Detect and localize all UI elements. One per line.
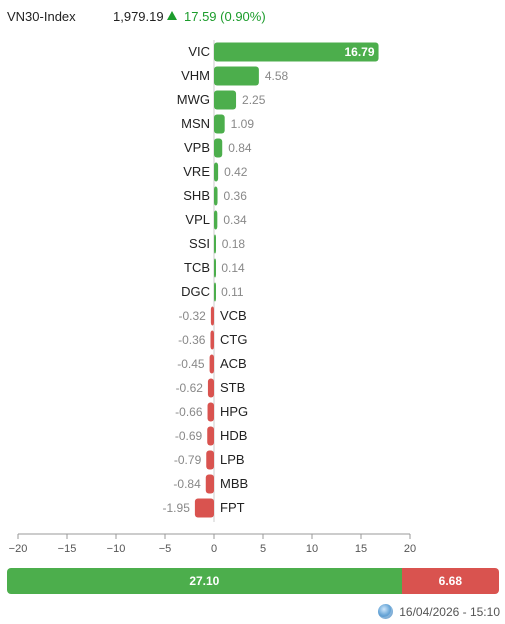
category-label: HDB (220, 428, 247, 443)
x-tick-label: 5 (260, 543, 266, 555)
summary-negative-label: 6.68 (438, 574, 463, 588)
value-label: -0.36 (178, 333, 206, 347)
x-tick-label: −15 (58, 543, 77, 555)
category-label: FPT (220, 500, 245, 515)
bar-vhm (214, 66, 259, 86)
x-tick-label: 10 (306, 543, 318, 555)
bar-vpb (214, 138, 223, 158)
value-label: -0.69 (175, 429, 203, 443)
value-label: 0.42 (224, 165, 248, 179)
value-label: 16.79 (345, 45, 375, 59)
value-label: 0.36 (224, 189, 248, 203)
value-label: 0.11 (221, 285, 244, 299)
category-label: SSI (189, 236, 210, 251)
value-label: -1.95 (163, 501, 191, 515)
value-label: 0.84 (228, 141, 252, 155)
category-label: HPG (220, 404, 248, 419)
bar-vre (214, 162, 219, 182)
category-label: TCB (184, 260, 210, 275)
x-tick-label: −20 (9, 543, 28, 555)
bar-fpt (194, 498, 214, 518)
value-label: -0.62 (176, 381, 204, 395)
bar-vic (214, 42, 379, 62)
x-tick-label: −10 (107, 543, 126, 555)
category-label: SHB (183, 188, 210, 203)
summary-negative-segment: 6.68 (401, 568, 499, 594)
category-label: ACB (220, 356, 247, 371)
globe-icon (378, 604, 394, 619)
value-label: 0.34 (223, 213, 247, 227)
category-label: CTG (220, 332, 247, 347)
timestamp: 16/04/2026 - 15:10 (399, 604, 500, 619)
summary-positive-label: 27.10 (189, 574, 220, 588)
category-label: VPL (185, 212, 210, 227)
bar-vpl (214, 210, 218, 230)
value-label: -0.66 (175, 405, 203, 419)
index-name: VN30-Index (7, 9, 76, 24)
x-tick-label: −5 (159, 543, 172, 555)
bar-msn (214, 114, 225, 134)
x-tick-label: 15 (355, 543, 367, 555)
category-label: VIC (188, 44, 210, 59)
category-label: VHM (181, 68, 210, 83)
category-label: MWG (177, 92, 210, 107)
bar-mwg (214, 90, 237, 110)
index-price: 1,979.19 (113, 9, 164, 24)
category-label: LPB (220, 452, 245, 467)
summary-bar: 27.10 6.68 (7, 568, 499, 594)
bar-lpb (206, 450, 214, 470)
value-label: 1.09 (231, 117, 255, 131)
index-change: 17.59 (0.90%) (184, 9, 266, 24)
category-label: MBB (220, 476, 248, 491)
up-arrow-icon (167, 11, 177, 20)
x-tick-label: 20 (404, 543, 416, 555)
value-label: 2.25 (242, 93, 266, 107)
chart-header: VN30-Index 1,979.19 17.59 (0.90%) (0, 0, 505, 34)
bar-hdb (207, 426, 214, 446)
category-label: DGC (181, 284, 210, 299)
category-label: STB (220, 380, 245, 395)
value-label: -0.84 (173, 477, 201, 491)
bar-tcb (214, 258, 216, 278)
value-label: -0.32 (179, 309, 207, 323)
value-label: 0.18 (222, 237, 246, 251)
category-label: VRE (183, 164, 210, 179)
contribution-bar-chart: VIC 16.79 VHM 4.58 MWG 2.25 MSN 1.09 VPB 0.84 VRE 0… (9, 40, 416, 555)
bar-acb (209, 354, 214, 374)
category-label: MSN (181, 116, 210, 131)
bar-hpg (207, 402, 214, 422)
bar-stb (207, 378, 214, 398)
footer: 16/04/2026 - 15:10 (378, 604, 500, 619)
summary-positive-segment: 27.10 (7, 568, 402, 594)
bar-ctg (210, 330, 214, 350)
bar-ssi (214, 234, 216, 254)
value-label: 0.14 (221, 261, 245, 275)
category-label: VPB (184, 140, 210, 155)
value-label: -0.45 (177, 357, 205, 371)
bar-shb (214, 186, 218, 206)
x-tick-label: 0 (211, 543, 217, 555)
category-label: VCB (220, 308, 247, 323)
bar-dgc (214, 282, 216, 302)
bar-mbb (205, 474, 214, 494)
value-label: 4.58 (265, 69, 289, 83)
bar-vcb (210, 306, 214, 326)
value-label: -0.79 (174, 453, 202, 467)
